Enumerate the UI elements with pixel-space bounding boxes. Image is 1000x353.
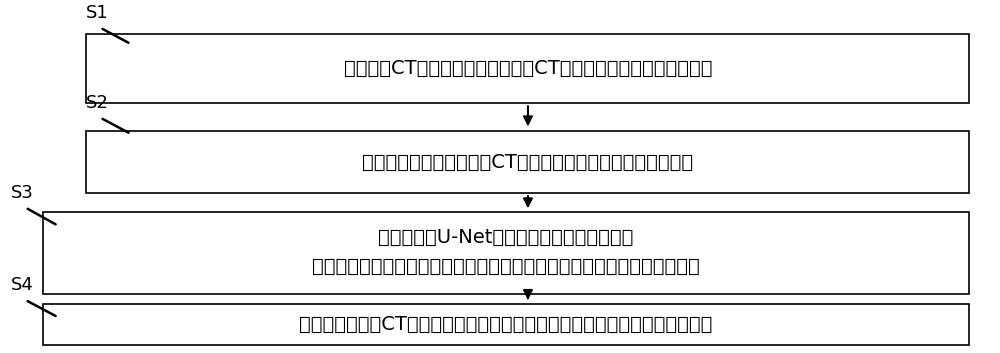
Bar	[86, 34, 969, 103]
Text: 将实际待测肺部CT图像输入肺结节分割模型，输出得到对应的肺结节分割图像: 将实际待测肺部CT图像输入肺结节分割模型，输出得到对应的肺结节分割图像	[299, 315, 713, 334]
Bar	[86, 131, 969, 193]
Bar	[43, 304, 969, 345]
Text: 将数据增强操作后的肺部CT图像数据集划分为训练集和测试集: 将数据增强操作后的肺部CT图像数据集划分为训练集和测试集	[362, 152, 694, 172]
Text: S2: S2	[86, 94, 108, 112]
Text: S1: S1	[86, 4, 108, 22]
Bar	[43, 212, 969, 293]
Text: S4: S4	[11, 276, 34, 294]
Text: S3: S3	[11, 184, 34, 202]
Text: 获取肺部CT图像数据集，并对肺部CT图像数据集进行数据增强操作: 获取肺部CT图像数据集，并对肺部CT图像数据集进行数据增强操作	[344, 59, 712, 78]
Text: 基于增强型U-Net结构，构建语义分割模型，
利用训练集和测试集对语义分割模型进行训练和测试，得到肺结节分割模型: 基于增强型U-Net结构，构建语义分割模型， 利用训练集和测试集对语义分割模型进…	[312, 228, 700, 276]
